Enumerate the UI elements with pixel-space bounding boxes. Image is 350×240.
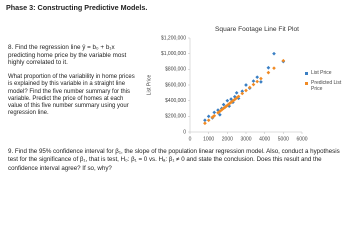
data-point <box>212 110 217 115</box>
data-point <box>221 102 226 107</box>
legend-item: Predicted List Price <box>305 80 347 92</box>
y-tick-label: 0 <box>183 129 186 135</box>
x-tick-label: 5000 <box>278 136 289 142</box>
x-tick-label: 4000 <box>259 136 270 142</box>
chart-title: Square Footage Line Fit Plot <box>215 26 299 33</box>
legend-item: List Price <box>305 70 347 76</box>
legend-label: List Price <box>311 70 332 76</box>
chart: Square Footage Line Fit Plot List Price … <box>146 26 307 143</box>
y-tick-label: $1,000,000 <box>161 51 186 57</box>
data-point <box>240 91 245 96</box>
data-point <box>251 82 256 87</box>
data-point <box>234 90 239 95</box>
legend-swatch <box>305 81 308 85</box>
x-tick-label: 6000 <box>296 136 307 142</box>
data-point <box>244 83 248 87</box>
y-tick-label: $800,000 <box>165 67 186 73</box>
data-point <box>266 65 271 70</box>
data-point <box>206 118 211 123</box>
y-tick-label: $1,200,000 <box>161 35 186 41</box>
data-point <box>255 79 260 84</box>
data-point <box>225 98 230 103</box>
data-point <box>259 76 263 81</box>
data-point <box>255 75 260 80</box>
y-axis-label: List Price <box>146 75 152 96</box>
y-tick-label: $400,000 <box>165 98 186 104</box>
x-tick-label: 2000 <box>222 136 233 142</box>
data-point <box>272 51 276 56</box>
data-point <box>259 80 263 84</box>
data-point <box>203 121 207 126</box>
page: {"header": {"title": "Phase 3: Construct… <box>6 3 347 172</box>
y-tick-label: $600,000 <box>165 82 186 88</box>
data-point <box>218 112 222 117</box>
data-point <box>247 85 252 90</box>
question-8-detail: What proportion of the variability in ho… <box>8 74 135 117</box>
x-tick-label: 0 <box>189 136 192 142</box>
legend-swatch <box>305 71 308 75</box>
x-tick-label: 1000 <box>203 136 214 142</box>
data-point <box>266 70 271 75</box>
data-point <box>244 88 248 93</box>
page-title: Phase 3: Constructing Predictive Models. <box>6 3 148 12</box>
data-point <box>203 118 207 123</box>
question-9: 9. Find the 95% confidence interval for … <box>8 148 340 172</box>
y-tick-label: $200,000 <box>165 114 186 120</box>
data-point <box>272 66 276 70</box>
data-point <box>251 79 256 83</box>
x-tick-label: 3000 <box>240 136 251 142</box>
legend-label: Predicted List Price <box>311 80 342 92</box>
question-8: 8. Find the regression line ŷ = b₀ + b₁x… <box>8 44 127 67</box>
legend: List Price Predicted List Price <box>305 70 347 96</box>
data-point <box>206 114 211 119</box>
